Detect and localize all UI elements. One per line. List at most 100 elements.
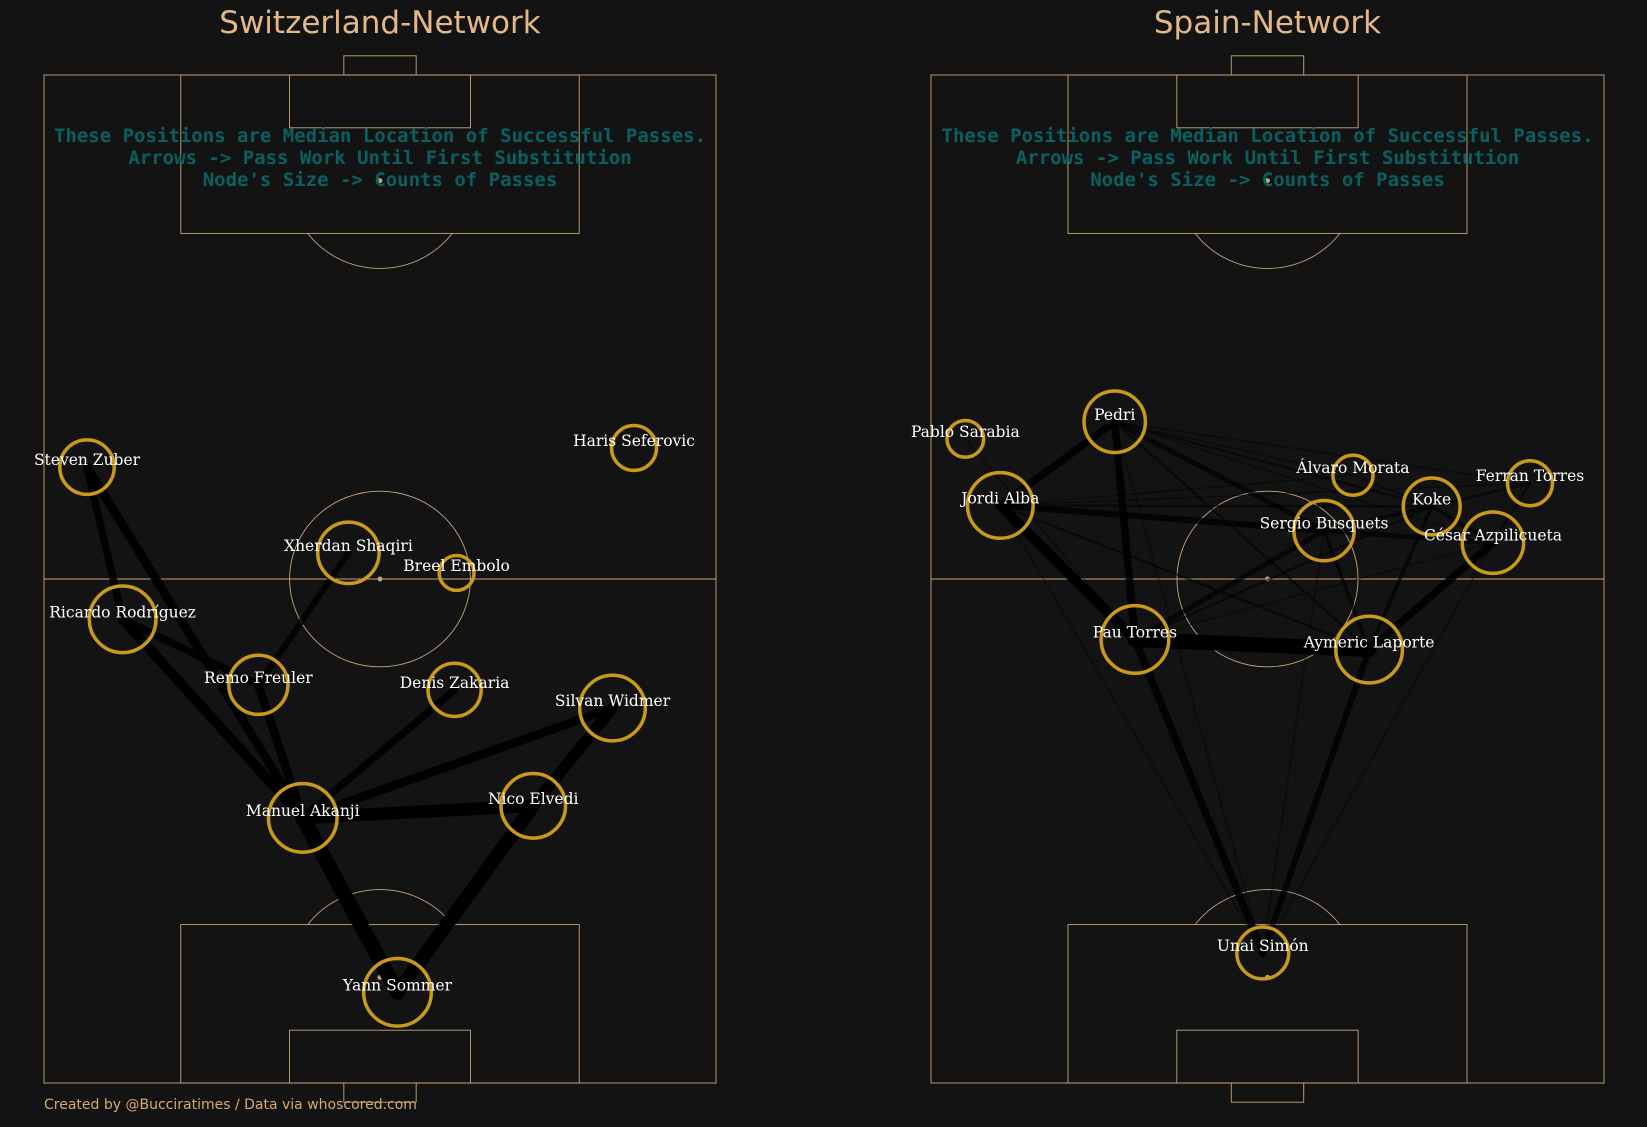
player-node-unai-simon [1235, 925, 1291, 981]
pass-edge-pedri-to-jordi-alba [996, 418, 1119, 510]
goal [343, 1082, 417, 1103]
player-node-pedri [1082, 389, 1148, 455]
note-line: Arrows -> Pass Work Until First Substitu… [1016, 147, 1519, 169]
player-node-ricardo-rodriguez [87, 584, 158, 655]
penalty-arc [1194, 233, 1341, 269]
player-node-manuel-akanji [266, 781, 339, 854]
player-label-xherdan-shaqiri: Xherdan Shaqiri [284, 537, 413, 555]
pass-edge-manuel-akanji-to-silvan-widmer [298, 703, 617, 823]
spain-panel: Spain-Network These Positions are Median… [911, 5, 1605, 1103]
player-node-denis-zakaria [426, 661, 483, 719]
pass-edge-jordi-alba-to-unai-simon [999, 504, 1264, 954]
pitch [930, 55, 1605, 1103]
player-node-ferran-torres [1505, 459, 1555, 508]
player-node-cesar-azpilicueta [1460, 510, 1526, 576]
player-label-pau-torres: Pau Torres [1093, 623, 1177, 641]
pass-edge-unai-simon-to-pedri [1114, 421, 1264, 954]
player-node-pau-torres [1099, 603, 1171, 676]
player-label-steven-zuber: Steven Zuber [34, 451, 141, 469]
pass-edge-manuel-akanji-to-ricardo-rodriguez [117, 614, 308, 823]
pass-edge-manuel-akanji-to-remo-freuler [253, 680, 308, 823]
credit-text: Created by @Bucciratimes / Data via whos… [44, 1097, 417, 1113]
player-nodes [945, 389, 1555, 981]
player-node-steven-zuber [58, 438, 116, 497]
panel-title: Spain-Network [1154, 5, 1381, 41]
player-label-ferran-torres: Ferran Torres [1476, 467, 1585, 485]
penalty-arc [1194, 889, 1341, 925]
player-label-pablo-sarabia: Pablo Sarabia [911, 423, 1020, 441]
explanation-notes: These Positions are Median Location of S… [941, 125, 1593, 191]
player-label-yann-sommer: Yann Sommer [342, 976, 453, 994]
centre-circle [289, 490, 471, 668]
pass-edge-jordi-alba-to-sergio-busquets [997, 502, 1328, 534]
player-label-denis-zakaria: Denis Zakaria [400, 674, 510, 692]
pass-edge-jordi-alba-to-alvaro-morata [999, 474, 1354, 507]
centre-spot [377, 576, 383, 582]
goal [1230, 1082, 1305, 1103]
pass-edge-manuel-akanji-to-nico-elvedi [296, 799, 540, 825]
pass-edge-sergio-busquets-to-pau-torres [1132, 528, 1327, 642]
pass-edge-koke-to-ferran-torres [1430, 481, 1532, 508]
player-node-xherdan-shaqiri [315, 520, 381, 586]
player-nodes [58, 423, 659, 1028]
player-label-sergio-busquets: Sergio Busquets [1260, 515, 1389, 533]
player-label-remo-freuler: Remo Freuler [204, 669, 313, 687]
panel-title: Switzerland-Network [219, 5, 540, 41]
pass-edge-pedri-to-sergio-busquets [1112, 419, 1327, 534]
pass-edge-sergio-busquets-to-cesar-azpilicueta [1321, 528, 1496, 546]
pass-edge-pedri-to-pau-torres [1110, 418, 1139, 644]
pass-edge-sergio-busquets-to-unai-simon [1262, 529, 1325, 954]
note-line: Arrows -> Pass Work Until First Substitu… [128, 147, 631, 169]
pass-edge-pau-torres-to-aymeric-laporte [1127, 631, 1377, 658]
pass-edge-ricardo-rodriguez-to-remo-freuler [118, 615, 263, 689]
note-line: Node's Size -> Counts of Passes [1090, 169, 1445, 191]
player-label-ricardo-rodriguez: Ricardo Rodríguez [49, 603, 196, 621]
switzerland-panel: Switzerland-Network These Positions are … [34, 5, 717, 1103]
goal [1230, 55, 1305, 76]
pass-edge-ferran-torres-to-cesar-azpilicueta [1491, 481, 1532, 544]
pass-edge-jordi-alba-to-koke [999, 504, 1433, 508]
player-label-unai-simon: Unai Simón [1217, 937, 1309, 955]
pass-edge-pedri-to-cesar-azpilicueta [1114, 421, 1494, 544]
player-node-nico-elvedi [499, 771, 568, 840]
pass-edge-aymeric-laporte-to-jordi-alba [999, 504, 1371, 651]
player-label-silvan-widmer: Silvan Widmer [555, 692, 671, 710]
player-node-aymeric-laporte [1334, 614, 1405, 685]
pass-edge-pau-torres-to-unai-simon [1131, 635, 1267, 957]
player-node-haris-seferovic [609, 423, 659, 473]
note-line: Node's Size -> Counts of Passes [203, 169, 558, 191]
player-node-breel-embolo [437, 553, 476, 593]
player-node-yann-sommer [361, 956, 434, 1028]
pass-edge-nico-elvedi-to-silvan-widmer [527, 702, 619, 812]
pass-edge-yann-sommer-to-nico-elvedi [390, 798, 541, 1000]
note-line: These Positions are Median Location of S… [54, 125, 706, 147]
pass-edge-pedri-to-ferran-torres [1114, 421, 1531, 484]
player-label-koke: Koke [1412, 490, 1451, 508]
player-label-alvaro-morata: Álvaro Morata [1295, 459, 1409, 477]
player-label-haris-seferovic: Haris Seferovic [573, 432, 695, 450]
player-label-nico-elvedi: Nico Elvedi [488, 790, 579, 808]
pass-edge-pau-torres-to-cesar-azpilicueta [1134, 542, 1494, 641]
pass-edge-pedri-to-koke [1113, 420, 1433, 508]
player-node-koke [1401, 476, 1462, 537]
pass-edge-koke-to-alvaro-morata [1352, 474, 1433, 508]
player-node-alvaro-morata [1331, 453, 1375, 498]
pass-edge-remo-freuler-to-xherdan-shaqiri [255, 549, 352, 688]
pass-edge-pau-torres-to-koke [1133, 505, 1433, 641]
player-node-jordi-alba [965, 470, 1035, 540]
player-label-breel-embolo: Breel Embolo [403, 557, 510, 575]
player-label-pedri: Pedri [1094, 406, 1135, 424]
pass-edge-aymeric-laporte-to-cesar-azpilicueta [1365, 538, 1497, 654]
pass-edge-manuel-akanji-to-steven-zuber [82, 462, 308, 823]
player-label-manuel-akanji: Manuel Akanji [246, 802, 360, 820]
player-label-cesar-azpilicueta: César Azpilicueta [1424, 527, 1562, 545]
player-label-jordi-alba: Jordi Alba [959, 489, 1039, 507]
goal [343, 55, 417, 76]
player-labels: Pedri Pablo Sarabia Jordi Alba Álvaro Morat… [911, 406, 1584, 955]
penalty-spot [377, 178, 383, 184]
player-node-remo-freuler [227, 653, 290, 717]
penalty-spot [1265, 178, 1270, 184]
player-label-aymeric-laporte: Aymeric Laporte [1303, 634, 1435, 652]
player-node-sergio-busquets [1292, 498, 1356, 563]
